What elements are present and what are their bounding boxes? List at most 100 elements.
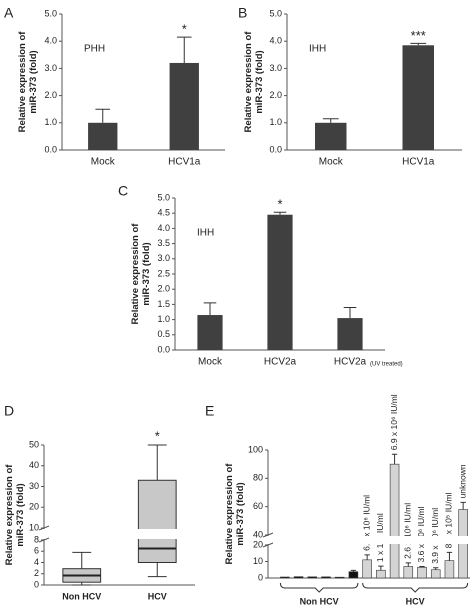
y-tick-label: 80 [253, 473, 263, 483]
y-tick-label: 40 [253, 529, 263, 539]
break-mark [262, 542, 274, 548]
break-mark [38, 537, 50, 543]
panel-label: E [205, 403, 214, 419]
bar-annotation: 8.5 x 10⁵ IU/ml [444, 492, 454, 548]
y-tick-label: 2.0 [157, 284, 170, 294]
bar [315, 122, 347, 150]
x-tick-label: Non HCV [62, 591, 101, 601]
bar-annotation: 2.6 x 10⁶ IU/ml [403, 503, 413, 559]
y-tick-label: 1.5 [157, 299, 170, 309]
axis-break [40, 529, 199, 539]
y-tick-label: 50 [29, 439, 39, 449]
significance: * [155, 428, 160, 443]
y-axis-label: Relative expression ofmiR-373 (fold) [4, 464, 26, 566]
y-tick-label: 6 [34, 546, 39, 556]
y-tick-label: 0.0 [157, 344, 170, 354]
y-tick-label: 20 [29, 502, 39, 512]
bar [337, 318, 363, 350]
y-axis-label: Relative expression ofmiR-373 (fold) [130, 223, 152, 325]
y-tick-label: 10 [29, 522, 39, 532]
bar [267, 214, 293, 350]
bar [197, 315, 223, 350]
y-tick-label: 1.0 [157, 314, 170, 324]
y-tick-label: 3.0 [157, 253, 170, 263]
error-bar [446, 551, 453, 561]
bar-annotation: unknown [457, 464, 467, 498]
panel-label: B [238, 5, 247, 21]
y-tick-label: 10 [253, 556, 263, 566]
y-tick-label: 2.0 [44, 90, 57, 100]
bar [389, 463, 400, 579]
cell-line: IHH [197, 228, 214, 239]
category-note: (UV treated) [370, 362, 403, 368]
error-bar [203, 302, 217, 316]
error-bar [405, 562, 411, 567]
error-bar [364, 554, 370, 560]
bar [280, 576, 290, 579]
x-tick-label: HCV1a [402, 157, 435, 168]
panel-label: C [118, 183, 128, 199]
bar [403, 566, 414, 579]
error-bar [343, 306, 357, 319]
bar [293, 576, 304, 579]
cell-line: IHH [309, 44, 326, 55]
y-axis-label: Relative expression ofmiR-373 (fold) [224, 463, 246, 565]
y-tick-label: 100 [248, 444, 263, 454]
error-bar [410, 42, 427, 46]
y-tick-label: 0.5 [157, 329, 170, 339]
bar [321, 576, 331, 579]
x-tick-label: HCV [148, 591, 167, 601]
y-tick-label: 4.0 [44, 36, 57, 46]
y-tick-label: 8 [34, 534, 39, 544]
x-tick-label: HCV1a [168, 157, 201, 168]
error-bar [419, 565, 425, 568]
x-tick-label: HCV2a [334, 357, 367, 368]
y-tick-label: 0.0 [269, 144, 282, 154]
bar-annotation: 6.6 x 10⁶ IU/ml [361, 495, 371, 551]
bar-annotation: 3.6 x 10⁶ IU/ml [416, 506, 426, 562]
bar [88, 122, 118, 150]
panel-label: A [4, 5, 14, 21]
significance: *** [411, 28, 426, 43]
y-tick-label: 3.0 [44, 63, 57, 73]
y-tick-label: 5.0 [157, 192, 170, 202]
error-bar [350, 569, 357, 572]
axis-break [264, 536, 474, 544]
error-bar [391, 453, 398, 465]
x-tick-label: Mock [198, 357, 223, 368]
break-mark [262, 532, 274, 538]
bar [169, 62, 199, 150]
y-tick-label: 0 [258, 572, 263, 582]
bar [376, 569, 386, 579]
bar [402, 45, 434, 150]
y-tick-label: 4.5 [157, 208, 170, 218]
group-bracket [279, 582, 359, 593]
bar-annotation: 6.9 x 10⁶ IU/ml [389, 394, 399, 450]
y-tick-label: 40 [29, 460, 39, 470]
bar [362, 559, 372, 579]
group-bracket [362, 582, 469, 593]
significance: * [277, 197, 282, 212]
y-tick-label: 60 [253, 501, 263, 511]
y-tick-label: 4.0 [269, 36, 282, 46]
error-bar [95, 108, 111, 123]
panel-label: D [4, 403, 14, 419]
y-tick-label: 2.0 [269, 90, 282, 100]
error-bar [460, 501, 466, 510]
x-tick-label: Mock [91, 157, 116, 168]
y-tick-label: 0.0 [44, 144, 57, 154]
y-axis-label: Relative expression ofmiR-373 (fold) [243, 31, 265, 133]
bar [417, 566, 427, 579]
bar-annotation: 3.9 x 10⁶ IU/ml [430, 508, 440, 564]
bar [307, 576, 318, 579]
break-mark [38, 525, 50, 531]
y-tick-label: 20 [253, 539, 263, 549]
y-tick-label: 30 [29, 481, 39, 491]
significance: * [182, 22, 187, 37]
y-tick-label: 0 [34, 579, 39, 589]
error-bar [433, 567, 439, 570]
group-label: HCV [406, 596, 425, 606]
group-label: Non HCV [300, 596, 339, 606]
